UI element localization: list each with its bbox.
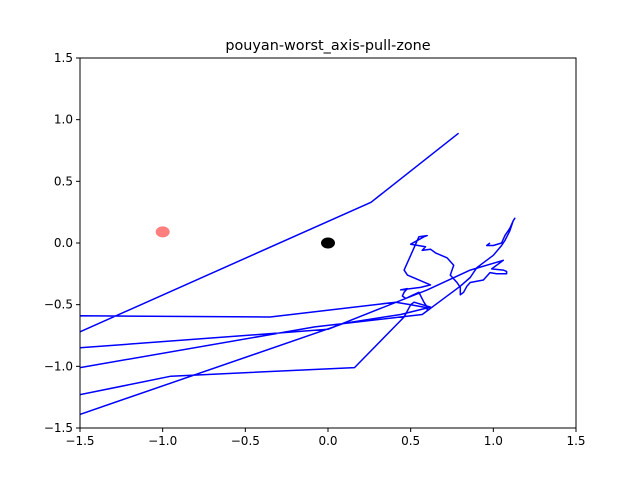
y-tick-label: 0.0 [54,236,73,250]
y-tick-label: −1.5 [44,421,73,435]
x-tick-label: 0.0 [318,434,337,448]
chart-title: pouyan-worst_axis-pull-zone [225,38,430,54]
x-tick-label: 0.5 [401,434,420,448]
x-tick-label: −1.0 [148,434,177,448]
series-layer [80,132,516,416]
y-tick-label: 1.0 [54,113,73,127]
x-tick-label: −1.5 [65,434,94,448]
y-tick-label: 1.5 [54,51,73,65]
x-tick-label: −0.5 [231,434,260,448]
x-tick-label: 1.5 [566,434,585,448]
marker-point-0 [321,237,335,249]
y-tick-label: −1.0 [44,359,73,373]
x-tick-label: 1.0 [484,434,503,448]
marker-point-1 [155,226,170,238]
y-tick-label: −0.5 [44,298,73,312]
y-tick-label: 0.5 [54,174,73,188]
marker-layer [155,226,335,249]
x-axis: −1.5 −1.0 −0.5 0.0 0.5 1.0 1.5 [65,428,586,448]
y-axis: −1.5 −1.0 −0.5 0.0 0.5 1.0 1.5 [44,51,80,435]
series-line-0 [80,132,516,416]
plot-area [80,132,516,416]
